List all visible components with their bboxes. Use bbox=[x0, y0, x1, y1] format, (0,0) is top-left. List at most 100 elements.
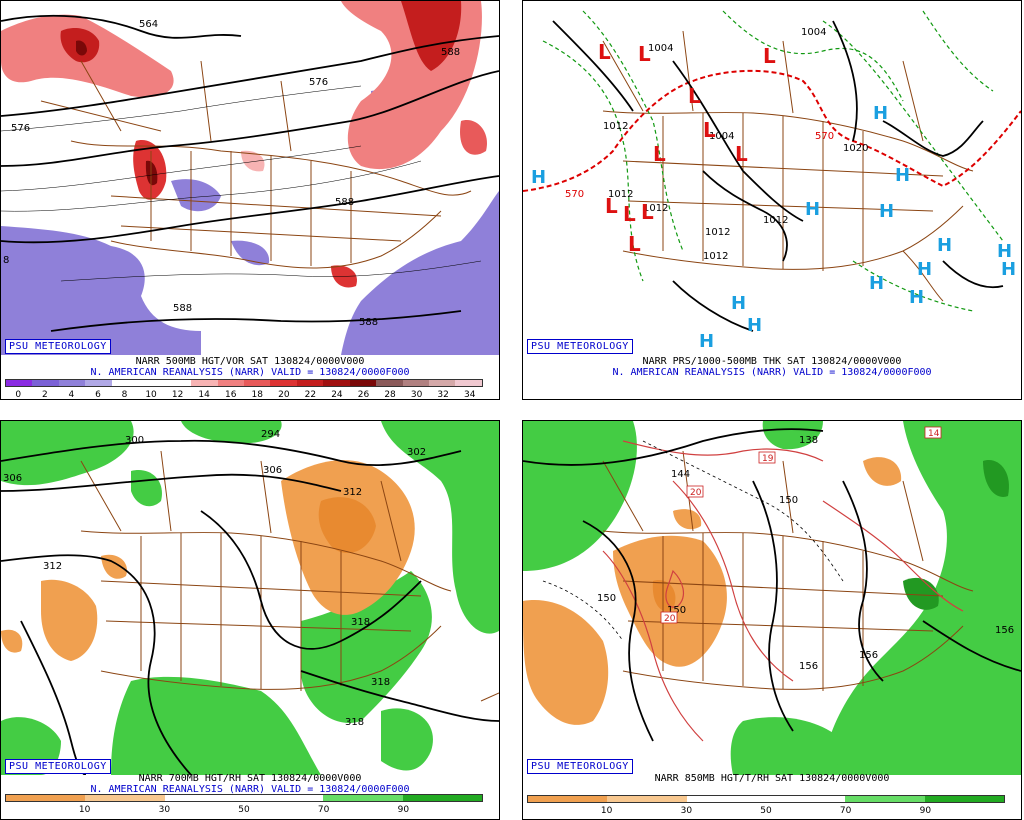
high-pressure-marker: H bbox=[909, 287, 924, 308]
thickness-contours bbox=[542, 10, 1004, 312]
colorbar-tick-label: 12 bbox=[171, 390, 184, 400]
colorbar-tick-label: 70 bbox=[317, 805, 330, 815]
panel-caption-title: NARR 700MB HGT/RH SAT 130824/0000V000 bbox=[138, 773, 362, 784]
vorticity-positive-area bbox=[460, 120, 487, 155]
colorbar-tick-label: 10 bbox=[600, 806, 613, 816]
isobar-label: 1012 bbox=[763, 215, 788, 226]
contour-label: 306 bbox=[3, 473, 22, 484]
high-pressure-marker: H bbox=[805, 199, 820, 220]
low-pressure-marker: L bbox=[641, 200, 654, 224]
height-contours bbox=[1, 14, 499, 332]
contour-label: 564 bbox=[139, 19, 158, 30]
colorbar-tick-label: 2 bbox=[41, 390, 48, 400]
colorbar-tick-label: 24 bbox=[331, 390, 343, 400]
colorbar-swatch bbox=[243, 380, 271, 386]
dry-area bbox=[318, 497, 376, 554]
colorbar-swatch bbox=[402, 380, 429, 386]
temperature-label: 20 bbox=[690, 488, 702, 498]
dry-area bbox=[523, 600, 609, 725]
dry-area bbox=[41, 579, 98, 661]
low-pressure-marker: L bbox=[653, 142, 666, 166]
map-700mb-rh: 300 294 306 306 302 312 312 318 318 318 bbox=[1, 421, 499, 775]
moist-area-dark bbox=[983, 460, 1009, 497]
contour-label: 318 bbox=[351, 617, 370, 628]
colorbar-swatch bbox=[270, 380, 297, 386]
contour-label: 150 bbox=[597, 593, 616, 604]
rh-colorbar-ticks: 10 30 50 70 90 bbox=[527, 806, 1005, 817]
colorbar-swatch bbox=[402, 795, 482, 801]
vorticity-positive-area bbox=[241, 150, 265, 172]
political-boundaries bbox=[40, 60, 472, 269]
low-pressure-marker: L bbox=[628, 232, 641, 256]
low-pressure-marker: L bbox=[623, 202, 636, 226]
rh-colorbar-ticks: 10 30 50 70 90 bbox=[5, 805, 483, 816]
colorbar-tick-label: 22 bbox=[304, 390, 317, 400]
high-pressure-marker: H bbox=[873, 103, 888, 124]
contour-label: 8 bbox=[3, 255, 9, 266]
colorbar-tick-label: 20 bbox=[278, 390, 290, 400]
colorbar-swatch bbox=[85, 795, 165, 801]
rh-colorbar bbox=[527, 795, 1005, 803]
moist-area bbox=[381, 421, 499, 634]
contour-label: 576 bbox=[309, 77, 328, 88]
colorbar-swatch bbox=[429, 380, 456, 386]
vorticity-negative-area bbox=[171, 179, 221, 212]
panel-caption-valid: N. AMERICAN REANALYSIS (NARR) VALID = 13… bbox=[90, 784, 410, 795]
colorbar-tick-label: 16 bbox=[224, 390, 237, 400]
vorticity-negative-area bbox=[1, 226, 201, 355]
moist-area bbox=[381, 708, 433, 771]
high-pressure-marker: H bbox=[1001, 259, 1016, 280]
isobar-label: 1012 bbox=[603, 121, 628, 132]
psu-meteorology-badge: PSU METEOROLOGY bbox=[527, 759, 633, 774]
contour-label: 138 bbox=[799, 435, 818, 446]
panel-700mb-rh: 300 294 306 306 302 312 312 318 318 318 … bbox=[0, 420, 500, 820]
low-pressure-marker: L bbox=[605, 194, 618, 218]
colorbar-tick-label: 32 bbox=[437, 390, 449, 400]
colorbar-tick-label: 26 bbox=[357, 390, 370, 400]
height-contours bbox=[523, 428, 1021, 742]
colorbar-swatch bbox=[85, 380, 112, 386]
panel-caption-title: NARR PRS/1000-500MB THK SAT 130824/0000V… bbox=[642, 356, 902, 367]
colorbar-swatch bbox=[845, 796, 925, 802]
colorbar-swatch bbox=[607, 796, 687, 802]
contour-label: 312 bbox=[43, 561, 62, 572]
colorbar-swatch bbox=[217, 380, 244, 386]
isobar-label: 1012 bbox=[705, 227, 730, 238]
colorbar-tick-label: 0 bbox=[15, 390, 22, 400]
dry-area bbox=[1, 629, 23, 653]
colorbar-tick-label: 6 bbox=[95, 390, 101, 400]
contour-label: 318 bbox=[371, 677, 390, 688]
contour-label: 294 bbox=[261, 429, 280, 440]
psu-meteorology-badge: PSU METEOROLOGY bbox=[5, 759, 111, 774]
low-pressure-marker: L bbox=[688, 84, 701, 108]
colorbar-tick-label: 34 bbox=[463, 390, 476, 400]
vorticity-positive-area bbox=[401, 1, 462, 71]
colorbar-swatch bbox=[349, 380, 377, 386]
moist-area bbox=[131, 470, 162, 507]
high-pressure-marker: H bbox=[731, 293, 746, 314]
colorbar-swatch bbox=[138, 380, 165, 386]
contour-label: 150 bbox=[779, 495, 798, 506]
high-pressure-marker: H bbox=[917, 259, 932, 280]
moist-area-dark bbox=[903, 577, 939, 610]
contour-label: 150 bbox=[667, 605, 686, 616]
colorbar-tick-label: 30 bbox=[680, 806, 693, 816]
colorbar-tick-label: 10 bbox=[78, 805, 91, 815]
vorticity-negative-area bbox=[231, 240, 270, 266]
high-pressure-marker: H bbox=[747, 315, 762, 336]
colorbar-swatch bbox=[323, 795, 403, 801]
moist-area bbox=[301, 571, 432, 723]
colorbar-swatch bbox=[164, 380, 192, 386]
moist-area bbox=[111, 676, 321, 775]
panel-caption-title: NARR 850MB HGT/T/RH SAT 130824/0000V000 bbox=[654, 773, 890, 784]
colorbar-swatch bbox=[164, 795, 244, 801]
political-boundaries bbox=[80, 450, 499, 702]
dry-area bbox=[673, 509, 702, 530]
vorticity-positive-area bbox=[145, 160, 158, 186]
colorbar-tick-label: 70 bbox=[839, 806, 852, 816]
colorbar-swatch bbox=[376, 380, 403, 386]
map-500mb-vorticity: 564 576 576 588 588 588 588 8 bbox=[1, 1, 499, 355]
moist-area bbox=[730, 717, 843, 775]
contour-label: 576 bbox=[11, 123, 30, 134]
colorbar-tick-label: 30 bbox=[410, 390, 423, 400]
